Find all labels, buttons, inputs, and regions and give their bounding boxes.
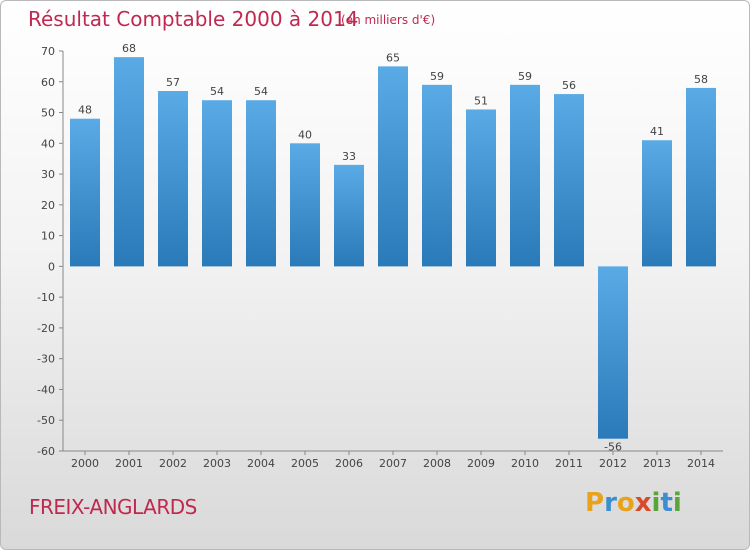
y-tick-label: 30: [41, 168, 55, 181]
bar-value-label: 54: [254, 85, 268, 98]
bar-value-label: 54: [210, 85, 224, 98]
y-tick-label: 40: [41, 137, 55, 150]
x-tick-label: 2010: [511, 457, 539, 470]
bar-value-label: 33: [342, 150, 356, 163]
bar-2008: [422, 84, 452, 267]
y-tick-label: 20: [41, 199, 55, 212]
y-tick-label: -50: [37, 414, 55, 427]
bar-2003: [202, 100, 232, 267]
x-tick-label: 2012: [599, 457, 627, 470]
y-tick-label: -30: [37, 353, 55, 366]
bar-value-label: 56: [562, 79, 576, 92]
commune-name: FREIX-ANGLARDS: [29, 495, 197, 519]
x-tick-label: 2003: [203, 457, 231, 470]
bar-2002: [158, 91, 188, 267]
bar-value-label: 40: [298, 128, 312, 141]
bar-2000: [70, 118, 100, 267]
bar-value-label: 51: [474, 94, 488, 107]
y-tick-label: 50: [41, 107, 55, 120]
x-tick-label: 2001: [115, 457, 143, 470]
bar-value-label: 57: [166, 76, 180, 89]
y-tick-label: 0: [48, 260, 55, 273]
proxiti-logo: Proxiti: [585, 488, 682, 518]
bar-value-label: 48: [78, 104, 92, 117]
bar-value-label: -56: [604, 441, 622, 454]
y-tick-label: -10: [37, 291, 55, 304]
bar-2014: [686, 87, 716, 267]
bar-2006: [334, 164, 364, 267]
logo-letter: i: [672, 488, 682, 518]
bar-value-label: 58: [694, 73, 708, 86]
logo-letter: i: [651, 488, 661, 518]
bar-value-label: 59: [430, 70, 444, 83]
bar-value-label: 59: [518, 70, 532, 83]
x-tick-label: 2008: [423, 457, 451, 470]
bar-2004: [246, 100, 276, 267]
logo-letter: o: [616, 488, 635, 518]
logo-letter: t: [660, 488, 673, 518]
x-tick-label: 2009: [467, 457, 495, 470]
bar-2007: [378, 66, 408, 267]
x-tick-label: 2000: [71, 457, 99, 470]
bar-2009: [466, 109, 496, 267]
x-tick-label: 2014: [687, 457, 715, 470]
logo-letter: r: [604, 488, 617, 518]
bar-2012: [598, 266, 628, 439]
chart-subtitle: (en milliers d'€): [341, 13, 436, 27]
x-tick-label: 2007: [379, 457, 407, 470]
bar-value-label: 65: [386, 51, 400, 64]
bar-2001: [114, 57, 144, 267]
logo-letter: P: [585, 488, 605, 518]
chart-title: Résultat Comptable 2000 à 2014: [28, 7, 359, 31]
y-tick-label: 60: [41, 76, 55, 89]
x-tick-label: 2011: [555, 457, 583, 470]
bar-2013: [642, 140, 672, 267]
bar-value-label: 68: [122, 42, 136, 55]
y-tick-label: 10: [41, 230, 55, 243]
logo-letter: x: [634, 488, 652, 518]
bar-value-label: 41: [650, 125, 664, 138]
y-tick-label: -20: [37, 322, 55, 335]
x-tick-label: 2002: [159, 457, 187, 470]
bar-2010: [510, 84, 540, 267]
bar-2005: [290, 143, 320, 267]
x-tick-label: 2013: [643, 457, 671, 470]
x-tick-label: 2004: [247, 457, 275, 470]
bar-2011: [554, 94, 584, 267]
y-tick-label: 70: [41, 45, 55, 58]
y-tick-label: -60: [37, 445, 55, 458]
x-tick-label: 2005: [291, 457, 319, 470]
x-tick-label: 2006: [335, 457, 363, 470]
y-tick-label: -40: [37, 383, 55, 396]
